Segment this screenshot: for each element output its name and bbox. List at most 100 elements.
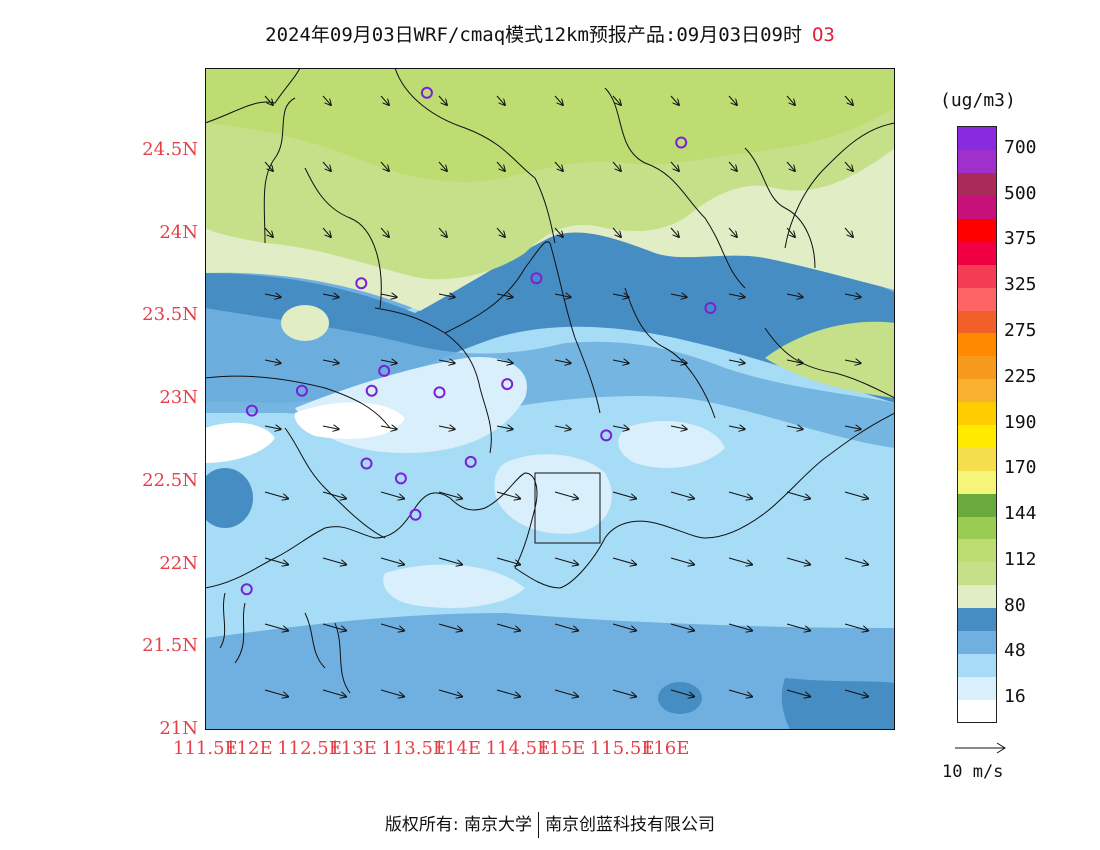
wind-arrow [612,161,621,171]
wind-reference-label: 10 m/s [942,762,1004,782]
wind-arrow [380,161,389,171]
legend-unit: (ug/m3) [940,90,1016,111]
wind-arrow [612,426,629,429]
legend-swatch [958,218,996,242]
monitoring-stations [240,86,717,596]
wind-arrow [322,161,331,171]
wind-arrow [264,689,288,697]
wind-arrow [670,360,687,363]
lon-tick-label: 113E [329,738,377,759]
legend-swatch [958,310,996,334]
wind-arrow [670,95,679,105]
wind-arrow [322,557,346,565]
lon-tick-label: 112.5E [277,738,342,759]
station-marker [378,364,391,377]
station-marker [420,86,433,99]
wind-arrow [670,227,679,237]
legend-swatch [958,538,996,563]
wind-arrow [496,426,513,429]
wind-arrow [322,95,331,105]
lat-tick-label: 24.5N [142,138,198,160]
wind-arrow [612,557,636,565]
wind-arrow [264,360,281,363]
county-border [604,87,746,289]
wind-arrow [728,623,752,631]
wind-arrow [786,491,810,499]
wind-arrow [786,360,803,363]
wind-arrow [322,426,339,429]
wind-arrow [554,426,571,429]
field-core-white [294,402,405,439]
wind-arrow [786,426,803,429]
legend-value-label: 48 [1004,640,1026,662]
wind-arrow [380,95,389,105]
lon-tick-label: 113.5E [381,738,447,759]
wind-arrow [844,426,861,429]
station-marker [464,455,477,468]
wind-arrow [670,689,694,697]
wind-arrow [322,491,346,499]
coastline-east [514,412,895,589]
legend-value-label: 500 [1004,182,1037,204]
lon-tick-label: 114.5E [485,738,551,759]
legend-swatch [958,149,996,174]
wind-arrow [670,426,687,429]
legend-value-label: 80 [1004,594,1026,616]
wind-arrow [728,491,752,499]
wind-arrow [554,161,563,171]
station-marker [600,429,613,442]
wind-arrow [380,227,389,237]
county-border [205,375,391,429]
field-band-112 [205,68,895,182]
wind-arrow [786,557,810,565]
legend-value-label: 112 [1004,548,1037,570]
wind-arrow [612,294,629,297]
wind-arrow [612,95,621,105]
lon-tick-label: 112E [225,738,273,759]
wind-arrow [322,360,339,363]
lat-tick-label: 24N [159,221,198,243]
wind-arrow [438,623,462,631]
legend-swatch [958,516,996,540]
county-border [284,427,386,539]
wind-arrow [728,426,745,429]
station-marker [530,272,543,285]
wind-arrow [496,161,505,171]
lat-tick-label: 23N [159,387,198,408]
wind-arrow [670,491,694,499]
legend-swatch [958,355,996,380]
wind-arrow [728,360,745,363]
wind-arrow [496,557,520,565]
wind-arrow [380,294,397,297]
station-marker [501,378,514,391]
station-marker [675,136,688,149]
lat-tick-label: 23.5N [142,304,198,326]
legend-swatch [958,561,996,586]
copyright-footer: 版权所有: 南京大学 南京创蓝科技有限公司 [0,810,1100,838]
wind-arrow [496,689,520,697]
field-core-west-white [205,422,275,463]
legend-swatch [958,195,996,220]
wind-arrow [380,491,404,499]
legend-value-label: 190 [1004,411,1037,433]
field-patch-sw [205,468,253,528]
county-border [263,97,296,244]
legend-swatch [958,607,996,631]
wind-arrow [380,689,404,697]
wind-arrow [264,557,288,565]
title-main: 2024年09月03日WRF/cmaq模式12km预报产品:09月03日09时 [265,24,802,46]
wind-arrow [844,689,868,697]
wind-reference-arrow [955,742,1006,754]
color-legend [957,126,997,723]
wind-arrow [322,294,339,297]
legend-swatch [958,378,996,403]
wind-arrow [728,689,752,697]
wind-arrow [844,491,868,499]
station-marker [240,583,253,596]
station-marker [295,384,308,397]
station-marker [355,277,368,290]
legend-value-label: 325 [1004,274,1037,296]
wind-arrow [728,294,745,297]
wind-arrow [380,426,397,429]
wind-arrow [554,360,571,363]
